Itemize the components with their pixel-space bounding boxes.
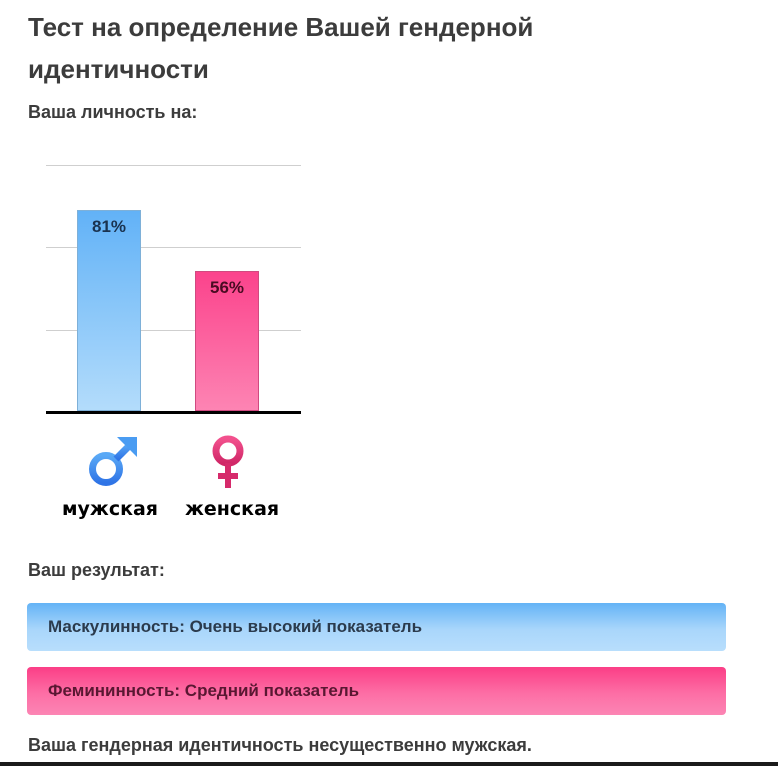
male-symbol-icon [89, 437, 137, 486]
bar-male: 81% [77, 210, 141, 411]
result-heading: Ваш результат: [28, 560, 165, 580]
masculinity-result: Маскулинность: Очень высокий показатель [27, 603, 726, 651]
gender-bar-chart: 81% 56% [46, 165, 301, 414]
bar-value-male: 81% [91, 217, 127, 236]
gridline [46, 165, 301, 166]
gridline [46, 247, 301, 248]
masculinity-result-text: Маскулинность: Очень высокий показатель [48, 617, 423, 636]
conclusion-text: Ваша гендерная идентичность несущественн… [28, 735, 532, 755]
femininity-result: Фемининность: Средний показатель [27, 667, 726, 715]
x-axis [46, 411, 301, 414]
category-label-female: женская [185, 498, 280, 520]
category-label-male: мужская [62, 498, 159, 520]
page-title: Тест на определение Вашей гендерной иден… [28, 12, 534, 84]
bar-female: 56% [195, 271, 259, 411]
femininity-result-text: Фемининность: Средний показатель [48, 681, 360, 700]
bottom-edge [0, 762, 778, 766]
female-symbol-icon [212, 435, 244, 488]
gridline [46, 330, 301, 331]
chart-heading: Ваша личность на: [28, 102, 198, 122]
bar-value-female: 56% [209, 278, 245, 297]
